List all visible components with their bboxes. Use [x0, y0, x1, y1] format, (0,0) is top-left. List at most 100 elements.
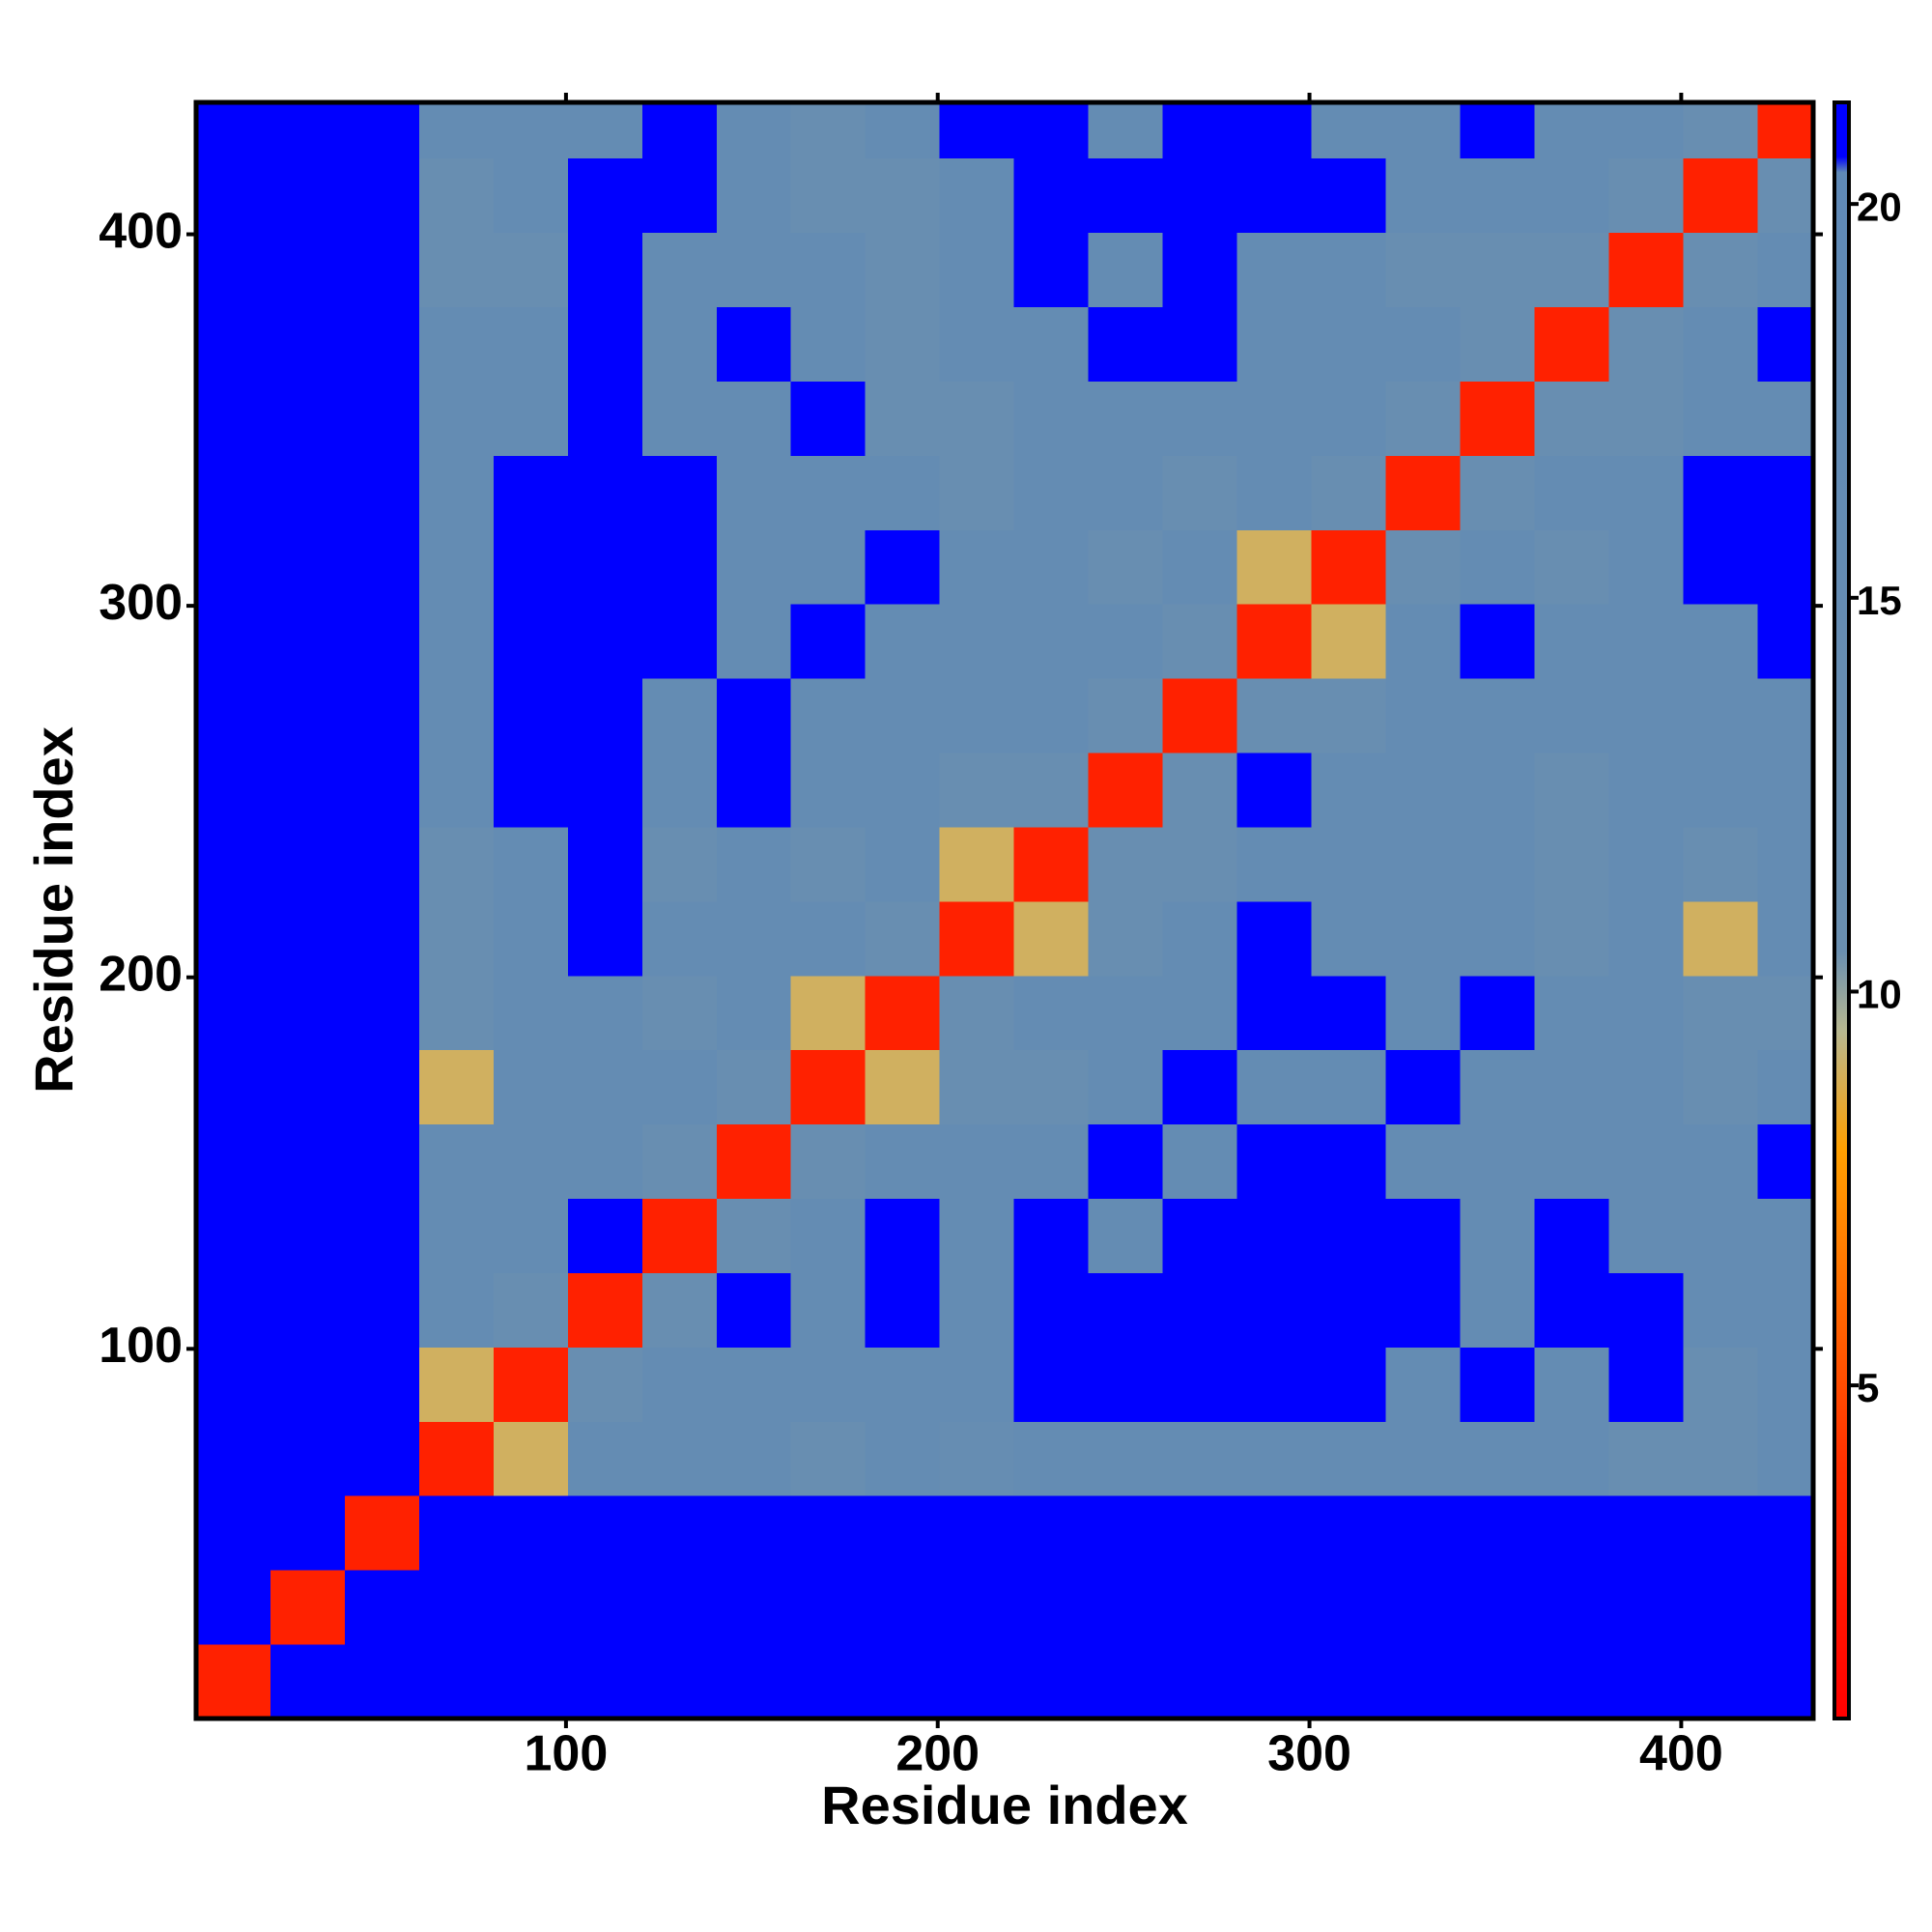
- cell: [1608, 604, 1684, 679]
- heatmap-cells: [196, 102, 1814, 1719]
- cell: [1088, 900, 1164, 977]
- colorbar-tick-label: 15: [1857, 578, 1902, 623]
- cell: [716, 1049, 792, 1125]
- cell: [344, 1495, 420, 1571]
- cell: [493, 529, 569, 605]
- cell: [1534, 529, 1609, 605]
- cell: [641, 102, 718, 159]
- cell: [716, 1421, 792, 1496]
- x-tick-label: 100: [525, 1726, 609, 1782]
- cell: [939, 102, 1015, 159]
- cell: [1162, 1644, 1238, 1719]
- cell: [493, 1421, 569, 1496]
- cell: [865, 529, 941, 605]
- cell: [790, 102, 867, 159]
- cell: [418, 826, 495, 902]
- cell: [418, 678, 495, 753]
- cell: [939, 975, 1015, 1051]
- cell: [939, 1272, 1015, 1348]
- cell: [716, 1123, 792, 1200]
- cell: [1683, 1198, 1758, 1273]
- cell: [1534, 826, 1609, 902]
- cell: [1385, 1347, 1461, 1422]
- cell: [1013, 900, 1090, 977]
- cell: [939, 306, 1015, 382]
- cell: [1757, 157, 1814, 234]
- cell: [493, 826, 569, 902]
- cell: [716, 232, 792, 308]
- cell: [865, 753, 941, 828]
- cell: [493, 1495, 569, 1571]
- cell: [567, 381, 643, 456]
- cell: [1088, 1495, 1164, 1571]
- cell: [1013, 529, 1090, 605]
- cell: [641, 678, 718, 753]
- cell: [1385, 1644, 1461, 1719]
- cell: [1534, 1644, 1609, 1719]
- cell: [790, 529, 867, 605]
- cell: [1385, 306, 1461, 382]
- cell: [270, 1644, 346, 1719]
- cell: [1088, 157, 1164, 234]
- cell: [567, 1049, 643, 1125]
- cell: [865, 1495, 941, 1571]
- cell: [790, 1049, 867, 1125]
- cell: [1311, 1644, 1386, 1719]
- cell: [1683, 900, 1758, 977]
- cell: [1162, 1123, 1238, 1200]
- cell: [196, 975, 271, 1051]
- cell: [1236, 529, 1312, 605]
- cell: [865, 604, 941, 679]
- cell: [641, 826, 718, 902]
- cell: [1236, 157, 1312, 234]
- cell: [344, 306, 420, 382]
- cell: [939, 1049, 1015, 1125]
- cell: [790, 381, 867, 456]
- cell: [1757, 306, 1814, 382]
- cell: [1236, 1570, 1312, 1645]
- cell: [418, 1123, 495, 1200]
- cell: [641, 1570, 718, 1645]
- cell: [1311, 678, 1386, 753]
- cell: [865, 975, 941, 1051]
- cell: [1088, 753, 1164, 828]
- cell: [790, 1421, 867, 1496]
- cell: [865, 1198, 941, 1273]
- cell: [270, 529, 346, 605]
- cell: [344, 1421, 420, 1496]
- cell: [493, 604, 569, 679]
- cell: [1757, 455, 1814, 530]
- cell: [1460, 753, 1535, 828]
- cell: [865, 1123, 941, 1200]
- cell: [344, 102, 420, 159]
- cell: [567, 232, 643, 308]
- cell: [493, 1347, 569, 1422]
- cell: [1162, 678, 1238, 753]
- cell: [939, 1198, 1015, 1273]
- cell: [1385, 1570, 1461, 1645]
- cell: [1088, 826, 1164, 902]
- cell: [641, 604, 718, 679]
- cell: [418, 1644, 495, 1719]
- cell: [1088, 529, 1164, 605]
- cell: [344, 975, 420, 1051]
- cell: [567, 678, 643, 753]
- cell: [641, 381, 718, 456]
- cell: [270, 102, 346, 159]
- colorbar-tick-label: 10: [1857, 972, 1902, 1017]
- cell: [716, 157, 792, 234]
- cell: [641, 157, 718, 234]
- cell: [1534, 1347, 1609, 1422]
- cell: [939, 381, 1015, 456]
- cell: [1162, 157, 1238, 234]
- cell: [1236, 455, 1312, 530]
- cell: [196, 529, 271, 605]
- cell: [641, 455, 718, 530]
- cell: [344, 753, 420, 828]
- cell: [1162, 529, 1238, 605]
- cell: [1311, 604, 1386, 679]
- cell: [1683, 1347, 1758, 1422]
- cell: [1088, 306, 1164, 382]
- cell: [196, 1644, 271, 1719]
- cell: [865, 1570, 941, 1645]
